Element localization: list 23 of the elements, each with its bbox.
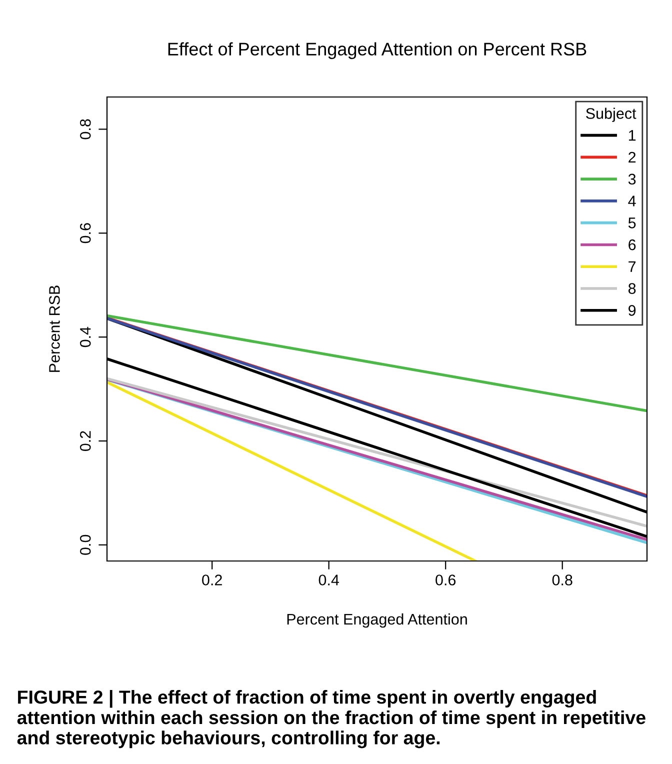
x-tick-label: 0.8 — [552, 574, 572, 586]
legend-label: 5 — [628, 218, 636, 228]
legend-label: 7 — [628, 261, 636, 272]
x-tick-label: 0.4 — [318, 574, 340, 586]
x-tick-label: 0.6 — [436, 574, 456, 586]
x-axis-title: Percent Engaged Attention — [287, 613, 467, 628]
legend-title: Subject — [586, 108, 636, 122]
legend-label: 4 — [628, 196, 636, 206]
y-tick-label: 0.2 — [80, 431, 91, 451]
y-tick-label: 0.8 — [80, 119, 91, 140]
chart-title: Effect of Percent Engaged Attention on Percent RSB — [168, 42, 586, 60]
y-axis-title: Percent RSB — [49, 286, 60, 372]
x-tick-label: 0.2 — [202, 574, 222, 586]
legend-label: 2 — [628, 152, 636, 163]
legend-label: 6 — [628, 239, 636, 250]
legend-label: 8 — [628, 283, 636, 294]
legend-label: 1 — [628, 130, 636, 141]
y-tick-label: 0.6 — [80, 223, 91, 244]
legend-label: 3 — [628, 174, 636, 185]
y-tick-label: 0.0 — [80, 534, 91, 555]
caption: FIGURE 2 | The effect of fraction of time spent in overtly engaged attention within each session on the fraction of time spent in repetitive and stereotypic behaviours, controlling for age. — [17, 690, 646, 748]
y-tick-label: 0.4 — [80, 326, 91, 348]
legend-label: 9 — [628, 305, 636, 316]
